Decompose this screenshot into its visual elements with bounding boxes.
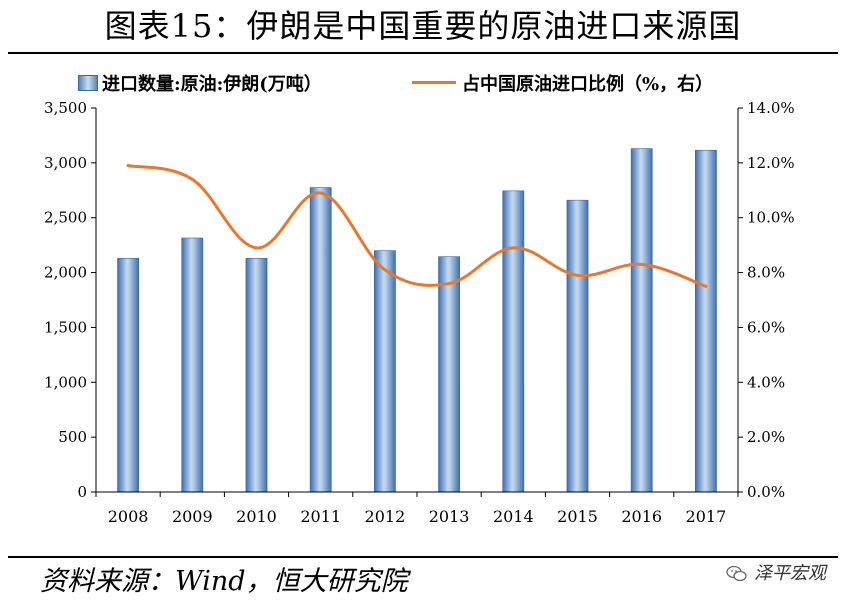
y-right-tick-label: 10.0%: [747, 209, 795, 227]
watermark-text: 泽平宏观: [754, 563, 826, 584]
bar-2009: [181, 237, 204, 493]
y-left-tick-label: 2,500: [44, 209, 87, 227]
top-rule: [8, 52, 838, 54]
ratio-point-2011: [319, 191, 323, 195]
y-right-tick-label: 14.0%: [747, 99, 795, 117]
figure-title: 图表15：伊朗是中国重要的原油进口来源国: [104, 7, 742, 45]
y-left-tick-label: 500: [58, 428, 87, 446]
y-left-tick-label: 2,000: [44, 264, 87, 282]
combo-chart: 0 500 1,000 1,500 2,000 2,500 3,000 3,500 0.0% 2.…: [44, 99, 795, 526]
source-note: 资料来源：Wind，恒大研究院: [40, 566, 408, 597]
y-right-tick-label: 2.0%: [747, 428, 785, 446]
bar-2011: [309, 187, 332, 493]
axes-layer: 0 500 1,000 1,500 2,000 2,500 3,000 3,500 0.0% 2.…: [44, 99, 795, 526]
x-tick-label-2015: 2015: [557, 507, 598, 526]
bar-2014: [502, 190, 525, 493]
legend-line-label: 占中国原油进口比例（%，右）: [462, 74, 714, 95]
y-left-tick-label: 3,500: [44, 99, 87, 117]
ratio-point-2012: [383, 268, 387, 272]
bar-2012: [374, 250, 396, 493]
bar-2008: [117, 258, 139, 493]
line-layer: [126, 164, 708, 288]
ratio-point-2014: [511, 246, 515, 250]
x-tick-label-2012: 2012: [365, 507, 406, 526]
bar-2015: [566, 199, 589, 493]
watermark: 泽平宏观: [726, 560, 826, 588]
legend-bar-swatch: [78, 75, 98, 91]
y-left-tick-label: 1,000: [44, 373, 87, 391]
ratio-point-2013: [447, 282, 451, 286]
x-tick-label-2008: 2008: [108, 507, 149, 526]
ratio-point-2015: [576, 273, 579, 277]
y-left-tick-label: 3,000: [44, 154, 87, 172]
ratio-point-2017: [704, 284, 708, 288]
x-tick-label-2009: 2009: [172, 507, 213, 526]
x-tick-label-2010: 2010: [236, 507, 277, 526]
y-right-tick-label: 4.0%: [747, 373, 785, 391]
bar-2017: [695, 149, 717, 493]
ratio-point-2010: [255, 246, 258, 250]
legend-line-swatch: [412, 81, 456, 84]
wechat-icon: [726, 565, 747, 582]
x-tick-label-2011: 2011: [300, 507, 341, 526]
bars-layer: [117, 148, 717, 493]
chart-legend: 进口数量:原油:伊朗(万吨） 占中国原油进口比例（%，右）: [0, 66, 846, 96]
y-left-tick-label: 0: [77, 483, 87, 501]
bottom-rule: [8, 556, 838, 558]
bar-2010: [245, 258, 268, 493]
bar-2016: [630, 148, 653, 493]
ratio-line: [126, 164, 708, 288]
bar-2013: [438, 256, 460, 493]
x-tick-label-2017: 2017: [686, 507, 727, 526]
legend-bar-label: 进口数量:原油:伊朗(万吨）: [102, 74, 322, 95]
y-right-tick-label: 0.0%: [747, 483, 785, 501]
x-tick-label-2014: 2014: [493, 507, 534, 526]
ratio-point-2016: [640, 262, 644, 266]
x-tick-label-2016: 2016: [621, 507, 662, 526]
ratio-point-2009: [190, 177, 194, 181]
y-right-tick-label: 6.0%: [747, 318, 785, 336]
y-right-tick-label: 8.0%: [747, 264, 785, 282]
y-right-tick-label: 12.0%: [747, 154, 795, 172]
ratio-point-2008: [126, 164, 130, 168]
y-left-tick-label: 1,500: [44, 318, 87, 336]
x-tick-label-2013: 2013: [429, 507, 470, 526]
